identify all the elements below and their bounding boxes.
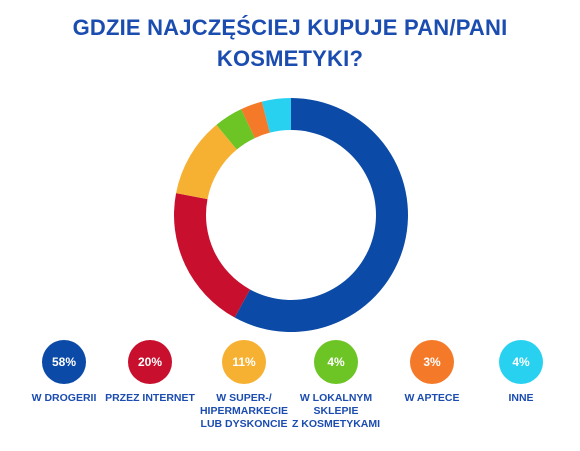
donut-slice-2 — [173, 193, 251, 318]
legend-value-badge: 4% — [314, 340, 358, 384]
legend-label: W APTECE — [404, 392, 460, 404]
chart-title-line-1: GDZIE NAJCZĘŚCIEJ KUPUJE PAN/PANI — [72, 15, 508, 40]
legend-label: W DROGERII — [31, 392, 97, 404]
legend-label: W SUPER-/ HIPERMARKECIE LUB DYSKONCIE — [199, 392, 289, 430]
legend-item-6: 4% INNE — [466, 340, 576, 405]
donut-slice-5 — [241, 101, 270, 139]
legend-item-5: 3% W APTECE — [377, 340, 487, 405]
legend-value-badge: 11% — [222, 340, 266, 384]
legend-item-3: 11% W SUPER-/ HIPERMARKECIE LUB DYSKONCIE — [189, 340, 299, 431]
legend-label: PRZEZ INTERNET — [105, 392, 195, 404]
legend-label: INNE — [508, 392, 534, 404]
legend-value-badge: 58% — [42, 340, 86, 384]
donut-slice-3 — [176, 124, 237, 200]
chart-legend: 58% W DROGERII 20% PRZEZ INTERNET 11% W SUPER… — [0, 340, 580, 451]
donut-slice-4 — [216, 109, 255, 150]
legend-value-badge: 3% — [410, 340, 454, 384]
legend-item-4: 4% W LOKALNYM SKLEPIE Z KOSMETYKAMI — [281, 340, 391, 431]
legend-value-badge: 20% — [128, 340, 172, 384]
legend-label: W LOKALNYM SKLEPIE Z KOSMETYKAMI — [291, 392, 381, 430]
chart-title-line-2: KOSMETYKI? — [216, 46, 364, 71]
legend-item-2: 20% PRZEZ INTERNET — [95, 340, 205, 405]
donut-slice-1 — [234, 98, 408, 333]
chart-title: GDZIE NAJCZĘŚCIEJ KUPUJE PAN/PANI KOSMET… — [40, 12, 540, 74]
legend-value-badge: 4% — [499, 340, 543, 384]
legend-item-1: 58% W DROGERII — [9, 340, 119, 405]
donut-slice-6 — [261, 98, 291, 133]
